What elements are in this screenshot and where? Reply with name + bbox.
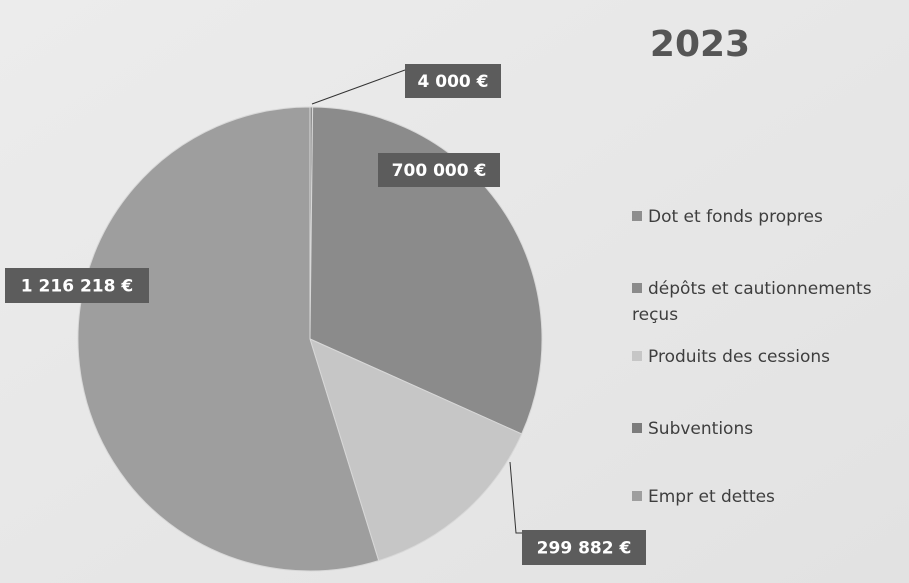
pie-slice xyxy=(77,106,380,572)
pie-slice xyxy=(309,106,543,435)
legend-swatch xyxy=(632,423,642,433)
legend-label: Produits des cessions xyxy=(648,347,830,367)
data-label: 1 216 218 € xyxy=(21,277,133,297)
label-box xyxy=(522,530,646,565)
legend-item: dépôts et cautionnements reçus xyxy=(632,276,902,328)
legend-item: Dot et fonds propres xyxy=(632,204,902,230)
label-box xyxy=(405,64,501,98)
pie-slice xyxy=(309,338,523,562)
leader-line xyxy=(311,69,406,105)
legend-item: Produits des cessions xyxy=(632,344,902,370)
legend-label: dépôts et cautionnements reçus xyxy=(632,279,872,325)
data-label: 299 882 € xyxy=(537,539,632,559)
legend-label: Empr et dettes xyxy=(648,487,775,507)
data-label: 700 000 € xyxy=(392,161,487,181)
leader-line xyxy=(509,461,522,534)
legend-item: Subventions xyxy=(632,416,902,442)
legend-swatch xyxy=(632,211,642,221)
data-label: 4 000 € xyxy=(418,72,489,92)
label-box xyxy=(378,153,500,187)
legend-swatch xyxy=(632,351,642,361)
legend-item: Empr et dettes xyxy=(632,484,902,510)
legend-swatch xyxy=(632,283,642,293)
chart-title: 2023 xyxy=(650,24,750,65)
legend-label: Dot et fonds propres xyxy=(648,207,823,227)
legend-swatch xyxy=(632,491,642,501)
legend-label: Subventions xyxy=(648,419,754,439)
label-box xyxy=(5,268,149,303)
